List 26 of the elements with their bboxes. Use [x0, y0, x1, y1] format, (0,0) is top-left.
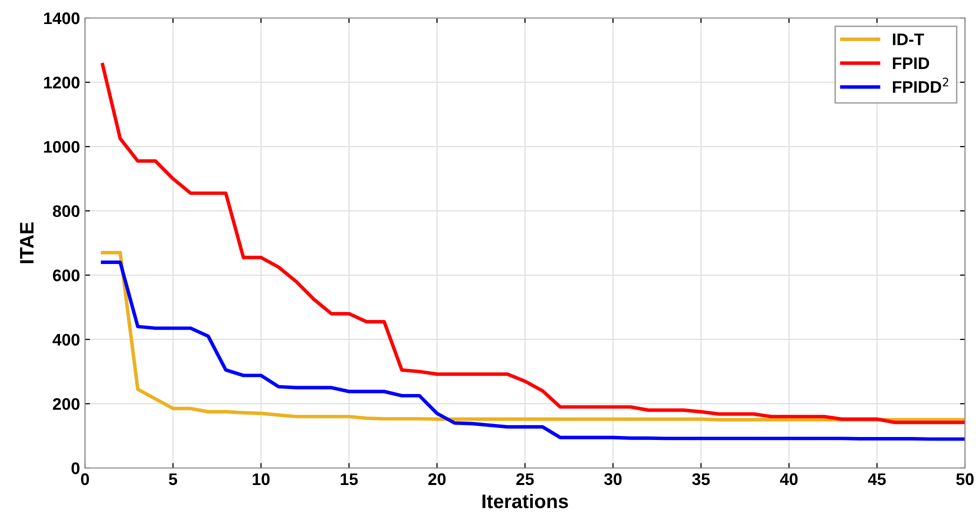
y-tick-label: 1200 — [44, 76, 80, 88]
x-tick-label: 0 — [81, 473, 89, 486]
x-tick-label: 30 — [604, 473, 622, 486]
x-tick-label: 10 — [252, 473, 270, 486]
line-series — [100, 250, 965, 422]
x-tick-label: 40 — [780, 473, 798, 486]
x-tick-label: 20 — [428, 473, 446, 486]
x-axis-title: Iterations — [482, 494, 568, 508]
x-tick-label: 15 — [340, 473, 358, 486]
y-tick-label: 0 — [72, 462, 80, 474]
x-tick-label: 45 — [868, 473, 886, 486]
line-series — [100, 260, 965, 441]
y-axis-title: ITAE — [20, 222, 34, 264]
y-tick-label: 200 — [52, 398, 80, 410]
x-tick-label: 5 — [168, 473, 178, 486]
y-tick-label: 1400 — [44, 12, 80, 24]
legend-label: FPIDD$^{2}$ — [892, 78, 948, 93]
x-tick-label: 50 — [956, 473, 974, 486]
y-tick-label: 800 — [52, 205, 80, 218]
y-tick-label: 400 — [52, 334, 80, 346]
y-tick-label: 600 — [52, 270, 80, 282]
x-tick-label: 35 — [692, 473, 710, 486]
x-tick-label: 25 — [516, 473, 534, 486]
legend-label: ID-T — [892, 34, 924, 46]
y-tick-label: 1000 — [44, 140, 80, 153]
legend-label: FPID — [892, 57, 930, 69]
